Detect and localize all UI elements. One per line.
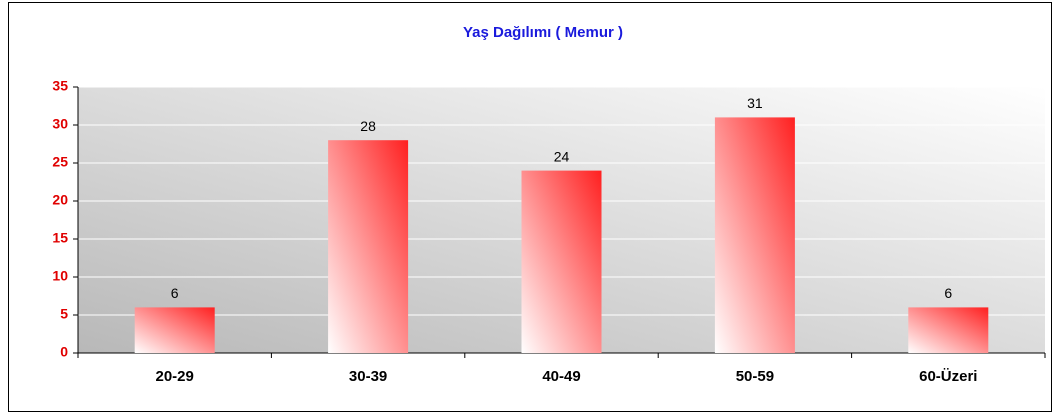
bar [908,307,989,353]
y-tick-label: 35 [52,78,68,94]
data-label: 6 [944,285,952,301]
bar [134,307,215,353]
bar [521,170,602,353]
chart-title: Yaş Dağılımı ( Memur ) [463,24,623,41]
y-tick-label: 5 [60,306,68,322]
x-tick-label: 20-29 [156,368,194,385]
y-tick-label: 20 [52,192,68,208]
data-label: 6 [171,285,179,301]
x-tick-label: 30-39 [349,368,387,385]
data-label: 28 [360,118,376,134]
x-tick-label: 60-Üzeri [919,368,977,385]
y-tick-label: 0 [60,344,68,360]
y-tick-label: 10 [52,268,68,284]
x-tick-label: 40-49 [542,368,580,385]
data-label: 31 [747,95,763,111]
data-label: 24 [554,148,570,164]
bar [714,117,795,354]
y-tick-label: 25 [52,154,68,170]
x-tick-label: 50-59 [736,368,774,385]
y-tick-label: 15 [52,230,68,246]
bar [328,140,409,353]
y-tick-label: 30 [52,116,68,132]
